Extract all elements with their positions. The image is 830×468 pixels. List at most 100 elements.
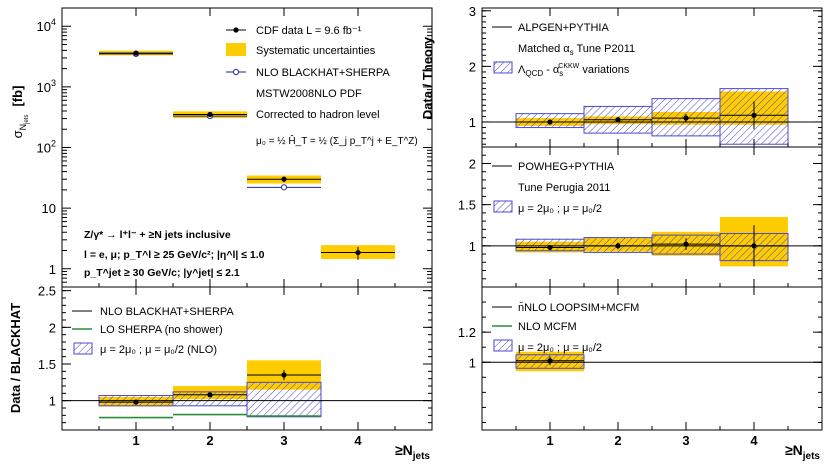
ytick-base: 10	[37, 19, 51, 34]
legend-lb-hatch	[73, 342, 93, 355]
legend-lb-hatch-label: μ = 2μ₀ ; μ = μ₀/2 (NLO)	[100, 344, 217, 356]
ylabel-subsub: jets	[24, 115, 30, 125]
left-xtick-label: 1	[132, 433, 139, 448]
right-top-ytick-label: 3	[469, 4, 476, 19]
xlabel-sub: jets	[802, 451, 821, 462]
right-top-data-point	[547, 119, 553, 125]
legend-rb-hatch-label: μ = 2μ₀ ; μ = μ₀/2	[518, 342, 602, 354]
left-top-ylabel: σNjets [fb]	[10, 86, 30, 139]
ytick-base: 10	[42, 201, 56, 216]
left-top-ytick-label: 102	[37, 139, 56, 156]
right-xtick-label: 2	[614, 433, 621, 448]
legend-rb-lo-label: NLO MCFM	[518, 321, 577, 333]
t: s	[570, 48, 574, 57]
right-bottom-ytick-label: 1.2	[458, 325, 476, 340]
ylabel-unit: [fb]	[10, 86, 25, 107]
t: s	[559, 69, 563, 78]
ytick-base: 10	[37, 141, 51, 156]
left-bottom-ytick-label: 2	[49, 320, 56, 335]
left-bottom-ytick-label: 2.5	[38, 284, 56, 299]
left-top-frame	[61, 7, 433, 288]
note-hadron: Corrected to hadron level	[256, 109, 380, 121]
right-xlabel: ≥Njets	[785, 442, 820, 462]
right-mid-ytick-label: 1.5	[458, 198, 476, 213]
left-top-ytick-label: 104	[37, 17, 56, 34]
t: QCD	[525, 69, 543, 78]
right-mid-data-point	[615, 243, 621, 249]
left-bottom-ytick-label: 1.5	[38, 357, 56, 372]
t: - α	[543, 64, 560, 76]
right-xtick-label: 3	[682, 433, 689, 448]
ylabel-sigma: σ	[10, 130, 25, 138]
xlabel-sub: jets	[412, 451, 431, 462]
left-top-ytick-label: 10	[42, 201, 56, 216]
selection-lepton: l = e, μ; p_T^l ≥ 25 GeV/c²; |η^l| ≤ 1.0	[84, 249, 265, 261]
left-bottom-hatch-band	[246, 381, 322, 418]
left-top-data-point	[207, 111, 213, 118]
selection-process: Z/γ* → l⁺l⁻ + ≥N jets inclusive	[84, 229, 231, 241]
right-mid-data-point	[683, 241, 689, 247]
legend-rb-label: n̄NLO LOOPSIM+MCFM	[518, 301, 639, 314]
t: Tune P2011	[574, 43, 636, 55]
left-bottom-data-point	[281, 372, 287, 378]
legend-rt-hatch	[493, 61, 513, 74]
right-mid-data-point	[751, 243, 757, 249]
t: CKKW	[558, 63, 579, 70]
ytick-exp: 2	[51, 139, 56, 149]
note-pdf: MSTW2008NLO PDF	[256, 88, 362, 100]
right-xtick-label: 4	[750, 433, 758, 448]
t: Matched α	[518, 43, 570, 55]
right-xtick-label: 1	[546, 433, 553, 448]
left-xtick-label: 3	[280, 433, 287, 448]
legend-lb-nlo-label: NLO BLACKHAT+SHERPA	[100, 306, 234, 318]
xlabel-main: ≥N	[395, 442, 413, 458]
right-bottom-data-point	[547, 358, 553, 364]
left-bottom-ytick-label: 1	[49, 394, 56, 409]
legend-rt-label: ALPGEN+PYTHIA	[518, 22, 609, 34]
left-top-nlo-point	[280, 184, 288, 191]
legend-nlo-label: NLO BLACKHAT+SHERPA	[256, 67, 390, 79]
right-top-data-point	[751, 112, 757, 118]
left-top-ytick-label: 1	[49, 262, 56, 277]
right-top-ytick-label: 1	[469, 115, 476, 130]
right-top-data-point	[615, 117, 621, 123]
t: variations	[579, 64, 630, 76]
left-top-data-point	[355, 249, 361, 256]
legend-syst-swatch	[226, 43, 246, 56]
legend-rb-hatch	[493, 339, 513, 352]
right-mid-ytick-label: 2	[469, 156, 476, 171]
left-top-data-point	[133, 50, 139, 56]
legend-data-marker	[233, 27, 239, 33]
left-xlabel: ≥Njets	[395, 442, 430, 462]
right-mid-ytick-label: 1	[469, 239, 476, 254]
ylabel-sub: N	[18, 124, 28, 131]
left-xtick-label: 2	[206, 433, 213, 448]
note-scale: μ₀ = ½ Ĥ_T = ½ (Σ_j p_T^j + E_T^Z)	[256, 134, 418, 147]
xlabel-main: ≥N	[785, 442, 803, 458]
left-bottom-ylabel: Data / BLACKHAT	[8, 303, 23, 413]
left-xtick-label: 4	[354, 433, 362, 448]
ytick-base: 1	[49, 262, 56, 277]
right-top-data-point	[683, 115, 689, 121]
right-bottom-ytick-label: 1	[469, 355, 476, 370]
right-top-ylabel: Data / Theory	[420, 36, 435, 119]
legend-rt-hatch-label: ΛQCD - αsCKKW variations	[518, 63, 630, 78]
legend-syst-label: Systematic uncertainties	[256, 45, 376, 57]
right-mid-data-point	[547, 244, 553, 251]
ytick-base: 10	[37, 80, 51, 95]
legend-lb-lo-label: LO SHERPA (no shower)	[100, 324, 223, 336]
legend-rm-hatch	[493, 200, 513, 213]
legend-rt-note: Matched αs Tune P2011	[518, 43, 635, 57]
t: Λ	[518, 64, 526, 76]
right-top-ytick-label: 2	[469, 59, 476, 74]
legend-rm-note: Tune Perugia 2011	[518, 182, 610, 194]
left-bottom-data-point	[133, 399, 139, 405]
legend-data-label: CDF data L = 9.6 fb⁻¹	[256, 25, 362, 37]
legend-rm-hatch-label: μ = 2μ₀ ; μ = μ₀/2	[518, 203, 602, 215]
left-top-data-point	[281, 176, 287, 182]
ytick-exp: 4	[51, 17, 56, 27]
left-top-ytick-label: 103	[37, 78, 56, 95]
left-bottom-data-point	[207, 392, 213, 398]
legend-nlo-marker	[232, 68, 240, 76]
